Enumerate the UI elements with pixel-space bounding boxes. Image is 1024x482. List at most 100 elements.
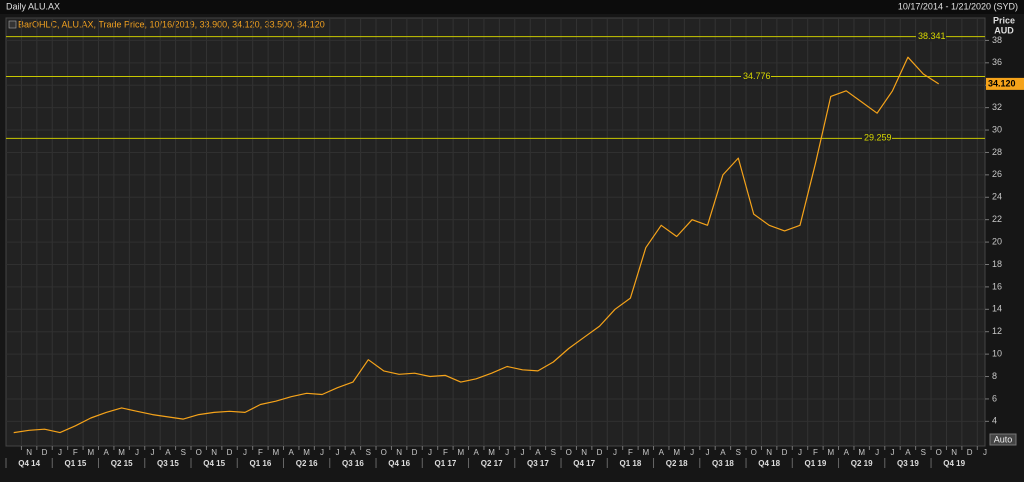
x-quarter-label: Q2 17 bbox=[481, 459, 503, 468]
x-month-label: D bbox=[42, 448, 48, 457]
x-month-label: D bbox=[227, 448, 233, 457]
x-month-label: M bbox=[87, 448, 94, 457]
x-month-label: D bbox=[597, 448, 603, 457]
y-tick-label: 6 bbox=[992, 393, 997, 403]
x-quarter-label: Q4 14 bbox=[18, 459, 40, 468]
x-month-label: N bbox=[766, 448, 772, 457]
x-month-label: A bbox=[289, 448, 295, 457]
x-month-label: S bbox=[366, 448, 371, 457]
x-month-label: J bbox=[798, 448, 802, 457]
x-month-label: F bbox=[443, 448, 448, 457]
x-quarter-label: Q1 18 bbox=[620, 459, 642, 468]
y-tick-label: 30 bbox=[992, 124, 1002, 134]
x-quarter-label: Q4 16 bbox=[388, 459, 410, 468]
date-range: 10/17/2014 - 1/21/2020 (SYD) bbox=[898, 1, 1018, 11]
x-month-label: A bbox=[905, 448, 911, 457]
x-month-label: J bbox=[875, 448, 879, 457]
x-month-label: M bbox=[858, 448, 865, 457]
y-tick-label: 14 bbox=[992, 304, 1002, 314]
auto-button-label[interactable]: Auto bbox=[994, 434, 1013, 444]
y-tick-label: 20 bbox=[992, 236, 1002, 246]
x-month-label: J bbox=[320, 448, 324, 457]
x-month-label: J bbox=[428, 448, 432, 457]
x-month-label: J bbox=[890, 448, 894, 457]
y-axis-unit: AUD bbox=[994, 25, 1014, 35]
x-month-label: A bbox=[535, 448, 541, 457]
y-tick-label: 18 bbox=[992, 259, 1002, 269]
x-quarter-label: Q4 15 bbox=[203, 459, 225, 468]
x-month-label: A bbox=[474, 448, 480, 457]
x-quarter-label: Q3 16 bbox=[342, 459, 364, 468]
x-month-label: J bbox=[983, 448, 987, 457]
x-quarter-label: Q4 17 bbox=[573, 459, 595, 468]
x-month-label: J bbox=[335, 448, 339, 457]
x-month-label: N bbox=[951, 448, 957, 457]
x-month-label: A bbox=[104, 448, 110, 457]
x-month-label: F bbox=[813, 448, 818, 457]
y-tick-label: 36 bbox=[992, 57, 1002, 67]
auto-button[interactable] bbox=[989, 433, 1017, 446]
x-month-label: O bbox=[751, 448, 757, 457]
y-axis-label: Price bbox=[993, 15, 1015, 25]
x-month-label: A bbox=[659, 448, 665, 457]
level-label-bg bbox=[862, 133, 892, 144]
x-quarter-label: Q1 16 bbox=[249, 459, 271, 468]
y-tick-label: 10 bbox=[992, 349, 1002, 359]
x-month-label: M bbox=[488, 448, 495, 457]
x-month-label: N bbox=[26, 448, 32, 457]
header-bar bbox=[0, 0, 1024, 14]
y-tick-label: 38 bbox=[992, 35, 1002, 45]
legend-icon bbox=[8, 20, 17, 29]
x-month-label: F bbox=[73, 448, 78, 457]
y-tick-label: 26 bbox=[992, 169, 1002, 179]
x-month-label: N bbox=[581, 448, 587, 457]
x-month-label: M bbox=[303, 448, 310, 457]
x-quarter-label: Q3 19 bbox=[897, 459, 919, 468]
x-quarter-label: Q4 19 bbox=[943, 459, 965, 468]
x-month-label: S bbox=[181, 448, 186, 457]
x-month-label: S bbox=[736, 448, 741, 457]
price-marker bbox=[986, 77, 1024, 90]
chart-title: Daily ALU.AX bbox=[6, 1, 60, 11]
x-month-label: A bbox=[720, 448, 726, 457]
x-month-label: O bbox=[381, 448, 387, 457]
x-quarter-label: Q1 19 bbox=[805, 459, 827, 468]
y-tick-label: 16 bbox=[992, 281, 1002, 291]
x-month-label: A bbox=[350, 448, 356, 457]
x-quarter-label: Q3 15 bbox=[157, 459, 179, 468]
y-tick-label: 22 bbox=[992, 214, 1002, 224]
x-month-label: J bbox=[58, 448, 62, 457]
x-month-label: J bbox=[243, 448, 247, 457]
x-month-label: M bbox=[118, 448, 125, 457]
x-month-label: M bbox=[827, 448, 834, 457]
x-quarter-label: Q3 17 bbox=[527, 459, 549, 468]
x-month-label: M bbox=[457, 448, 464, 457]
y-tick-label: 4 bbox=[992, 416, 997, 426]
x-month-label: D bbox=[782, 448, 788, 457]
x-month-label: J bbox=[150, 448, 154, 457]
plot-area bbox=[5, 17, 986, 447]
x-month-label: M bbox=[642, 448, 649, 457]
x-month-label: F bbox=[258, 448, 263, 457]
price-line bbox=[13, 56, 940, 434]
x-month-label: D bbox=[967, 448, 973, 457]
x-month-label: M bbox=[673, 448, 680, 457]
x-month-label: D bbox=[412, 448, 418, 457]
x-month-label: J bbox=[613, 448, 617, 457]
x-month-label: J bbox=[520, 448, 524, 457]
x-month-label: F bbox=[628, 448, 633, 457]
x-month-label: A bbox=[165, 448, 171, 457]
x-quarter-label: Q2 15 bbox=[111, 459, 133, 468]
x-quarter-label: Q2 18 bbox=[666, 459, 688, 468]
x-month-label: O bbox=[196, 448, 202, 457]
x-month-label: M bbox=[272, 448, 279, 457]
x-month-label: N bbox=[396, 448, 402, 457]
x-quarter-label: Q2 16 bbox=[296, 459, 318, 468]
level-label: 38.341 bbox=[918, 31, 946, 41]
x-quarter-label: Q1 17 bbox=[434, 459, 456, 468]
x-quarter-label: Q4 18 bbox=[758, 459, 780, 468]
y-tick-label: 28 bbox=[992, 147, 1002, 157]
x-quarter-label: Q3 18 bbox=[712, 459, 734, 468]
x-month-label: S bbox=[551, 448, 556, 457]
